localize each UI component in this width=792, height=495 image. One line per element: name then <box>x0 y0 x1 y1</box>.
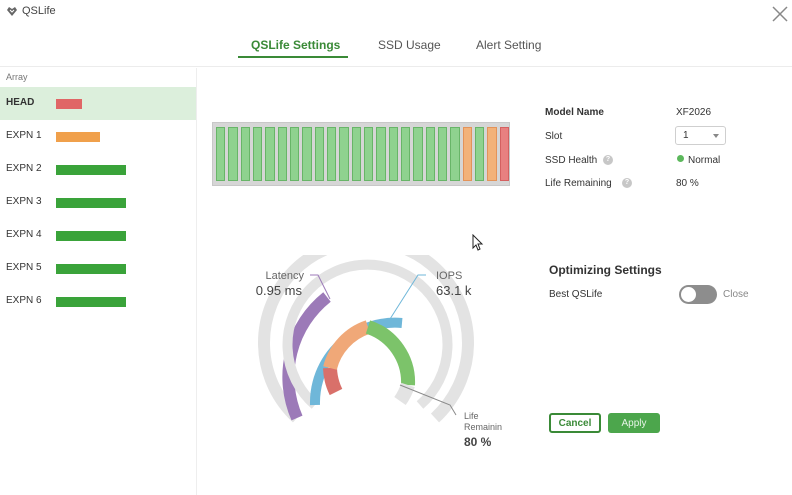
ssd-slot[interactable] <box>475 127 485 181</box>
ssd-slot[interactable] <box>277 127 287 181</box>
ssd-slot[interactable] <box>388 127 398 181</box>
slot-select[interactable]: 1 <box>675 126 726 145</box>
sidebar-item-label: EXPN 5 <box>6 262 42 273</box>
array-sidebar: Array HEAD EXPN 1 EXPN 2 EXPN 3 EXPN 4 E… <box>0 68 197 495</box>
ssd-health-value: Normal <box>688 155 721 166</box>
iops-label: IOPS <box>436 270 462 282</box>
best-qslife-toggle[interactable] <box>679 285 717 304</box>
status-bar <box>56 165 126 175</box>
ssd-slot[interactable] <box>401 127 411 181</box>
model-name-value: XF2026 <box>676 107 712 118</box>
gauge-outer-track <box>258 255 474 423</box>
ssd-slot[interactable] <box>499 127 509 181</box>
ssd-slot[interactable] <box>364 127 374 181</box>
ssd-slot[interactable] <box>314 127 324 181</box>
app-title: QSLife <box>22 5 56 17</box>
mouse-cursor-icon <box>472 234 484 251</box>
latency-value: 0.95 ms <box>256 283 303 298</box>
toggle-state-text: Close <box>723 289 749 300</box>
iops-value: 63.1 k <box>436 283 472 298</box>
gauge-middle-track <box>282 259 453 409</box>
tab-ssd-usage[interactable]: SSD Usage <box>378 38 441 52</box>
life-remaining-value: 80 % <box>676 178 699 189</box>
status-bar <box>56 99 82 109</box>
sidebar-item-head[interactable]: HEAD <box>0 87 196 120</box>
sidebar-item-expn-6[interactable]: EXPN 6 <box>0 285 196 318</box>
sidebar-item-expn-1[interactable]: EXPN 1 <box>0 120 196 153</box>
latency-leader <box>310 274 331 300</box>
ssd-slot[interactable] <box>290 127 300 181</box>
qnap-logo-icon <box>7 7 17 16</box>
life-leader <box>399 384 457 416</box>
health-status-dot <box>677 155 684 162</box>
tab-qslife-settings[interactable]: QSLife Settings <box>251 38 341 52</box>
life-arc-bad <box>323 367 343 396</box>
ssd-slots-strip <box>212 122 510 186</box>
ssd-slot[interactable] <box>376 127 386 181</box>
tabs-divider <box>0 66 792 67</box>
apply-button[interactable]: Apply <box>608 413 660 433</box>
ssd-slot[interactable] <box>240 127 250 181</box>
help-icon[interactable]: ? <box>622 178 632 188</box>
toggle-knob <box>681 287 696 302</box>
ssd-slot[interactable] <box>302 127 312 181</box>
status-bar <box>56 198 126 208</box>
performance-gauge: Latency 0.95 ms IOPS 63.1 k Life Remaini… <box>256 255 502 449</box>
ssd-slot[interactable] <box>462 127 472 181</box>
ssd-slot[interactable] <box>413 127 423 181</box>
sidebar-item-label: EXPN 4 <box>6 229 42 240</box>
sidebar-item-expn-2[interactable]: EXPN 2 <box>0 153 196 186</box>
ssd-slot[interactable] <box>253 127 263 181</box>
ssd-slot[interactable] <box>450 127 460 181</box>
life-value: 80 % <box>464 435 492 449</box>
ssd-slot[interactable] <box>351 127 361 181</box>
life-arc-warn <box>323 320 371 370</box>
life-arc-good <box>365 320 416 386</box>
tab-bar: QSLife Settings SSD Usage Alert Setting <box>0 30 792 62</box>
sidebar-item-label: EXPN 1 <box>6 130 42 141</box>
sidebar-item-label: EXPN 2 <box>6 163 42 174</box>
ssd-health-label: SSD Health <box>545 155 598 166</box>
optimizing-settings-title: Optimizing Settings <box>549 263 662 277</box>
iops-leader <box>389 274 426 320</box>
best-qslife-label: Best QSLife <box>549 289 603 300</box>
status-bar <box>56 132 100 142</box>
ssd-slot[interactable] <box>425 127 435 181</box>
sidebar-item-label: HEAD <box>6 97 35 108</box>
cancel-button[interactable]: Cancel <box>549 413 601 433</box>
sidebar-item-label: EXPN 6 <box>6 295 42 306</box>
sidebar-item-expn-5[interactable]: EXPN 5 <box>0 252 196 285</box>
ssd-slot[interactable] <box>228 127 238 181</box>
sidebar-heading: Array <box>6 72 28 82</box>
tab-alert-setting[interactable]: Alert Setting <box>476 38 542 52</box>
sidebar-item-expn-3[interactable]: EXPN 3 <box>0 186 196 219</box>
life-arc-track <box>394 382 415 406</box>
status-bar <box>56 297 126 307</box>
chevron-down-icon <box>713 134 719 138</box>
ssd-slot[interactable] <box>216 127 226 181</box>
help-icon[interactable]: ? <box>603 155 613 165</box>
sidebar-item-label: EXPN 3 <box>6 196 42 207</box>
status-bar <box>56 231 126 241</box>
ssd-slot[interactable] <box>265 127 275 181</box>
latency-label: Latency <box>265 270 304 282</box>
life-label: Life Remainin <box>464 411 502 432</box>
status-bar <box>56 264 126 274</box>
ssd-slot[interactable] <box>327 127 337 181</box>
slot-label: Slot <box>545 131 563 142</box>
slot-select-value: 1 <box>683 130 689 141</box>
ssd-slot[interactable] <box>339 127 349 181</box>
ssd-slot[interactable] <box>438 127 448 181</box>
life-remaining-label: Life Remaining <box>545 178 612 189</box>
sidebar-item-expn-4[interactable]: EXPN 4 <box>0 219 196 252</box>
model-name-label: Model Name <box>545 107 604 118</box>
close-icon[interactable] <box>768 2 790 24</box>
title-bar: QSLife <box>0 0 792 24</box>
active-tab-indicator <box>238 56 348 58</box>
ssd-slot[interactable] <box>487 127 497 181</box>
